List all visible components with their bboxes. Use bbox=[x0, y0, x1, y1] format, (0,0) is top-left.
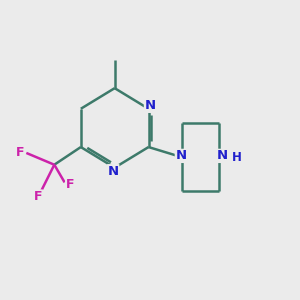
Text: N: N bbox=[176, 149, 187, 162]
Text: N: N bbox=[144, 99, 156, 112]
Text: N: N bbox=[108, 165, 119, 178]
Text: N: N bbox=[217, 149, 228, 162]
Text: F: F bbox=[16, 146, 24, 159]
Text: F: F bbox=[66, 178, 74, 191]
Text: F: F bbox=[34, 190, 42, 203]
Text: H: H bbox=[232, 152, 242, 164]
